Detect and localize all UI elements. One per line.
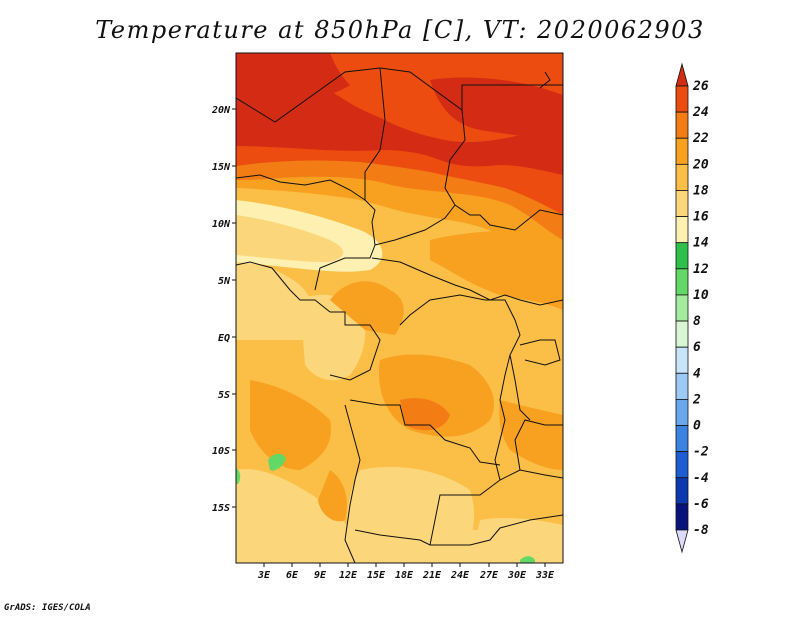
lon-label: 18E — [395, 570, 414, 581]
credit-label: GrADS: IGES/COLA — [4, 603, 91, 613]
colorbar-bottom-arrow — [675, 529, 689, 554]
colorbar-swatch — [675, 477, 689, 505]
colorbar-label: 4 — [693, 366, 701, 381]
colorbar-swatch — [675, 451, 689, 479]
colorbar-label: 24 — [692, 105, 709, 120]
colorbar-label: 22 — [692, 131, 709, 146]
colorbar-label: 26 — [692, 79, 709, 94]
colorbar-swatch — [675, 163, 689, 191]
lon-label: 33E — [535, 570, 555, 581]
colorbar-label: 10 — [693, 288, 709, 303]
map-frame — [235, 52, 564, 564]
colorbar-label: -8 — [693, 523, 709, 538]
colorbar-swatch — [675, 503, 689, 531]
colorbar-top-arrow — [675, 62, 689, 87]
temperature-field — [236, 53, 563, 563]
colorbar-swatch — [675, 399, 689, 426]
latitude-axis: 20N 15N 10N 5N EQ 5S 10S 15S — [211, 105, 236, 514]
colorbar-label: 16 — [693, 210, 709, 225]
colorbar-label: 20 — [692, 157, 709, 172]
lon-label: 21E — [422, 570, 442, 581]
longitude-axis: 3E 6E 9E 12E 15E 18E 21E 24E 27E 30E 33E — [257, 563, 555, 581]
colorbar-label: 12 — [693, 262, 709, 277]
lon-label: 15E — [367, 570, 386, 581]
lon-label: 9E — [314, 570, 327, 581]
lat-label: EQ — [218, 333, 230, 344]
lon-label: 30E — [507, 570, 527, 581]
lon-label: 3E — [257, 570, 271, 581]
colorbar-swatch — [675, 137, 689, 165]
colorbar-label: 2 — [692, 392, 701, 407]
lat-label: 5N — [218, 276, 231, 287]
colorbar-label: 14 — [693, 236, 709, 251]
colorbar-swatch — [675, 268, 689, 296]
country-borders — [236, 67, 563, 563]
colorbar-label: 8 — [693, 314, 701, 329]
colorbar-swatch — [675, 346, 689, 374]
colorbar-swatch — [675, 85, 689, 113]
colorbar-label: 6 — [693, 340, 701, 355]
colorbar-swatch — [675, 294, 689, 322]
lat-label: 10N — [212, 219, 231, 230]
lat-label: 10S — [212, 446, 230, 457]
lon-label: 6E — [286, 570, 299, 581]
colorbar-swatch — [675, 216, 689, 244]
colorbar-label: -2 — [693, 445, 709, 460]
lon-label: 27E — [479, 570, 499, 581]
lon-label: 12E — [339, 570, 358, 581]
colorbar-label: 18 — [693, 183, 709, 198]
colorbar-swatch — [675, 425, 689, 453]
lat-label: 5S — [218, 390, 230, 401]
colorbar-swatch — [675, 190, 689, 217]
colorbar-swatch — [675, 111, 689, 139]
colorbar-swatch — [675, 320, 689, 348]
map-title: Temperature at 850hPa [C], VT: 202006290… — [95, 16, 705, 44]
colorbar-label: -4 — [693, 471, 709, 486]
colorbar-label: 0 — [693, 419, 701, 434]
colorbar-swatch — [675, 372, 689, 400]
lat-label: 15S — [212, 503, 230, 514]
colorbar-label: -6 — [693, 497, 709, 512]
lat-label: 20N — [211, 105, 231, 116]
colorbar-swatch — [675, 242, 689, 270]
lat-label: 15N — [212, 162, 231, 173]
lon-label: 24E — [450, 570, 470, 581]
